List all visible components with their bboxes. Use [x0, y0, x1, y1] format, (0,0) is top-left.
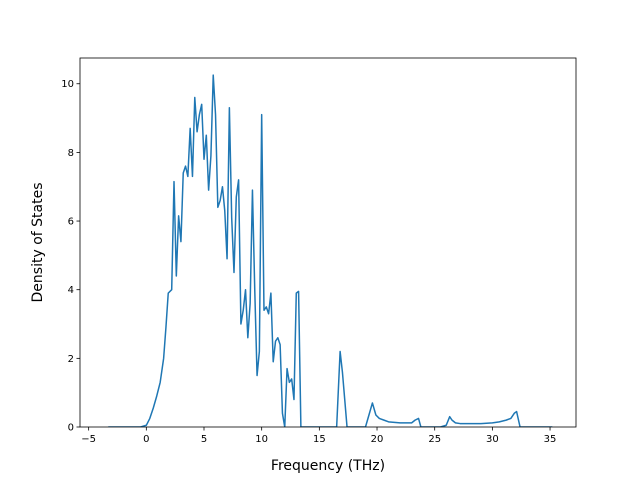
x-axis-ticks: −5 0 5 10 15 20 25 30 35 [81, 427, 556, 445]
plot-area [108, 74, 553, 427]
plot-frame [79, 57, 577, 428]
x-tick-label: 10 [255, 434, 268, 445]
y-tick-label: 8 [68, 148, 74, 159]
y-tick-label: 10 [61, 79, 74, 90]
y-tick-label: 0 [68, 423, 74, 434]
x-tick-label: 5 [201, 434, 207, 445]
y-axis-ticks: 0 2 4 6 8 10 [61, 79, 80, 434]
x-tick-label: 25 [428, 434, 441, 445]
y-axis-title: Density of States [30, 183, 46, 303]
x-tick-label: −5 [81, 434, 96, 445]
y-tick-label: 4 [68, 285, 74, 296]
y-tick-label: 6 [68, 217, 74, 228]
dos-series-line-0 [108, 74, 553, 427]
x-tick-label: 20 [371, 434, 384, 445]
x-tick-label: 35 [544, 434, 557, 445]
y-tick-label: 2 [68, 354, 74, 365]
x-tick-label: 15 [313, 434, 326, 445]
x-axis-title: Frequency (THz) [271, 458, 385, 474]
x-tick-label: 30 [486, 434, 499, 445]
x-tick-label: 0 [143, 434, 149, 445]
